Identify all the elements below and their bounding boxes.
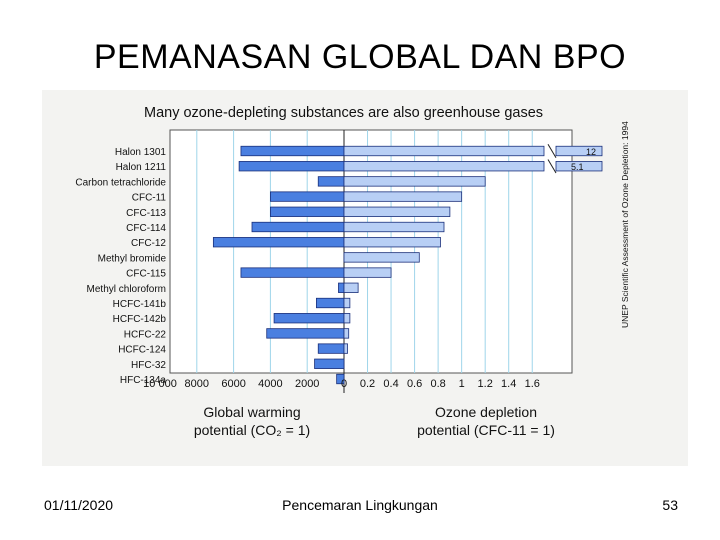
odp-bar [343,145,545,157]
category-label: HCFC-124 [118,345,166,356]
odp-bar [343,297,351,309]
bar-break-mark [547,143,557,159]
odp-bar [343,282,359,293]
category-label: HCFC-142b [113,314,167,325]
source-caption: UNEP Scientific Assessment of Ozone Depl… [620,121,630,328]
gwp-bar [336,373,345,385]
odp-bar [343,313,351,324]
gwp-bar [269,191,345,202]
x-tick-label-right: 1.4 [501,378,516,390]
odp-value-label: 12 [586,147,596,157]
x-tick-label-right: 0.8 [430,378,445,390]
category-label: Methyl bromide [98,253,167,264]
category-label: CFC-11 [132,193,167,204]
gwp-bar [315,297,345,309]
odp-value-label: 5.1 [571,162,584,172]
bar-break-mark [547,159,557,174]
category-label: CFC-115 [126,269,166,280]
odp-bar [343,176,486,187]
gwp-bar [317,343,345,354]
chart-svg: Many ozone-depleting substances are also… [75,105,630,438]
odp-bar [343,161,545,172]
x-tick-label-right: 1 [459,378,465,390]
category-label: Carbon tetrachloride [75,177,166,188]
footer-page-number: 53 [662,497,678,513]
gwp-bar [251,221,345,233]
gwp-bar [338,282,345,293]
x-tick-label-left: 8000 [185,378,209,390]
odp-axis-label-line1: Ozone depletion [435,404,537,420]
x-tick-label-left: 0 [341,378,347,390]
category-label: HCFC-22 [124,329,167,340]
x-tick-label-right: 1.6 [525,378,540,390]
x-tick-label-right: 0.4 [383,378,398,390]
category-label: CFC-12 [131,238,166,249]
x-tick-label-left: 6000 [221,378,245,390]
gwp-bar [240,267,345,278]
x-tick-label-left: 2000 [295,378,319,390]
footer-date: 01/11/2020 [44,497,114,513]
slide-title: PEMANASAN GLOBAL DAN BPO [93,38,627,76]
x-tick-label-left: 4000 [258,378,282,390]
category-label: HFC-134a [120,375,167,386]
odp-bar [343,343,348,354]
gwp-bar [240,145,345,157]
category-label: CFC-114 [126,223,166,234]
category-label: HCFC-141b [113,299,167,310]
category-label: Halon 1301 [115,147,167,158]
odp-bar [343,191,463,202]
chart-title: Many ozone-depleting substances are also… [144,105,543,121]
odp-bar [343,328,350,339]
odp-bar-continued [555,145,603,157]
odp-bar-continued [555,161,603,172]
odp-bar [343,206,451,217]
category-label: Methyl chloroform [87,284,166,295]
x-tick-label-right: 0.6 [407,378,422,390]
gwp-bar [238,161,345,172]
odp-bar [343,237,441,248]
odp-bar [343,221,445,233]
category-label: CFC-113 [126,208,166,219]
gwp-bar [273,313,345,324]
gwp-bar [269,206,345,217]
gwp-bar [212,237,345,248]
x-tick-label-right: 0.2 [360,378,375,390]
x-tick-label-right: 1.2 [478,378,493,390]
odp-axis-label-line2: potential (CFC-11 = 1) [417,422,555,438]
odp-bar [343,267,392,278]
footer-center-text: Pencemaran Lingkungan [282,497,438,513]
category-label: Halon 1211 [116,162,167,173]
gwp-bar [317,176,345,187]
gwp-axis-label-line2: potential (CO₂ = 1) [194,422,310,438]
ozone-chart-figure: Many ozone-depleting substances are also… [42,90,688,466]
x-tick-label-left: 10 000 [143,378,177,390]
odp-bar [343,252,420,263]
gwp-bar [266,328,345,339]
gwp-bar [314,358,345,369]
category-label: HFC-32 [131,360,166,371]
gwp-axis-label-line1: Global warming [203,404,300,420]
